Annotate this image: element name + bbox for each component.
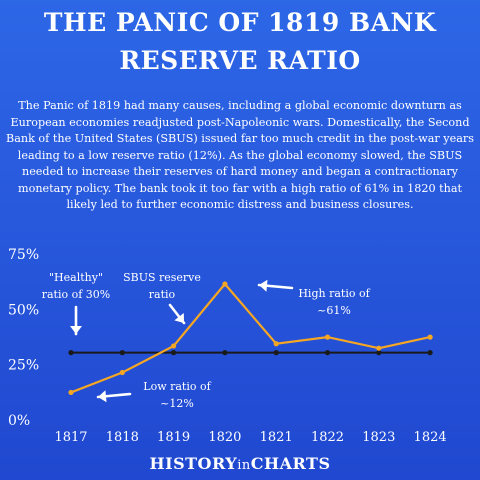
- sbus-reserve-ratio-point: [273, 341, 279, 347]
- x-tick-label: 1819: [157, 430, 190, 445]
- annotation-low-line: ~12%: [160, 397, 194, 410]
- sbus-reserve-ratio-point: [171, 343, 177, 349]
- annotation-healthy-line: ratio of 30%: [42, 288, 111, 301]
- annotation-sbus-line: SBUS reserve: [123, 271, 201, 284]
- brand-part-1: HISTORY: [149, 454, 238, 473]
- sbus-reserve-ratio-point: [427, 334, 433, 340]
- y-tick-label: 75%: [8, 247, 39, 263]
- healthy-ratio-point: [171, 350, 177, 356]
- x-tick-label: 1818: [106, 430, 139, 445]
- annotation-high-line: ~61%: [317, 304, 351, 317]
- sbus-reserve-ratio-point: [376, 345, 382, 351]
- x-tick-label: 1822: [311, 430, 344, 445]
- healthy-ratio-point: [273, 350, 279, 356]
- page-title-line-2: RESERVE RATIO: [119, 46, 361, 75]
- annotation-high-line: High ratio of: [298, 287, 370, 300]
- y-tick-label: 0%: [8, 413, 30, 429]
- x-tick-label: 1821: [260, 430, 293, 445]
- x-tick-label: 1817: [54, 430, 87, 445]
- x-tick-label: 1824: [414, 430, 447, 445]
- sbus-reserve-ratio-point: [222, 281, 228, 287]
- y-tick-label: 50%: [8, 302, 39, 318]
- annotation-healthy-line: "Healthy": [49, 271, 103, 284]
- healthy-ratio-point: [376, 350, 382, 356]
- brand-part-2: in: [237, 458, 251, 473]
- healthy-ratio-point: [427, 350, 433, 356]
- brand-part-3: CHARTS: [250, 454, 331, 473]
- healthy-ratio-point: [119, 350, 125, 356]
- sbus-reserve-ratio-line: [70, 282, 431, 394]
- annotation-sbus-line: ratio: [149, 288, 176, 301]
- x-tick-label: 1820: [208, 430, 241, 445]
- healthy-ratio-point: [68, 350, 74, 356]
- sbus-reserve-ratio-point: [119, 369, 125, 376]
- sbus-reserve-ratio-point: [68, 389, 74, 396]
- x-tick-label: 1823: [362, 430, 395, 445]
- y-tick-label: 25%: [8, 358, 39, 374]
- arrow-high-head: [259, 279, 268, 292]
- healthy-ratio-point: [324, 350, 331, 356]
- arrow-healthy-head: [70, 326, 82, 334]
- arrow-sbus-head: [174, 313, 184, 323]
- sbus-reserve-ratio-point: [324, 334, 331, 340]
- description-text: The Panic of 1819 had many causes, inclu…: [6, 99, 474, 211]
- arrow-low-head: [98, 390, 107, 403]
- brand-footer: HISTORYinCHARTS: [0, 454, 480, 473]
- page-title-line-1: THE PANIC OF 1819 BANK: [43, 8, 437, 37]
- healthy-ratio-point: [222, 350, 228, 356]
- annotation-low-line: Low ratio of: [143, 380, 211, 393]
